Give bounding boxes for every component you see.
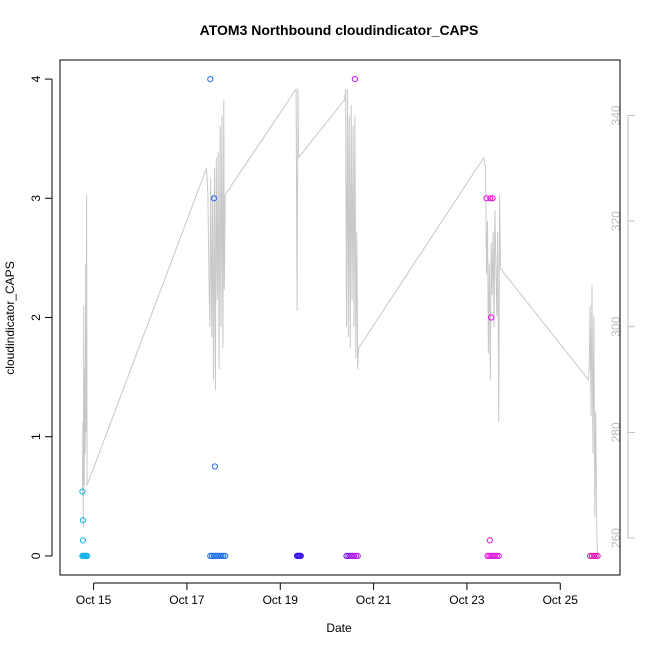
series-line — [81, 87, 599, 560]
data-point — [218, 552, 225, 560]
x-axis-label: Date — [326, 621, 352, 635]
data-point — [493, 552, 500, 560]
data-point — [489, 195, 496, 202]
data-point — [350, 552, 358, 560]
data-point — [79, 488, 86, 495]
data-point — [487, 195, 494, 202]
x-tick-label: Oct 17 — [169, 593, 205, 607]
y-axis: 0 1 2 3 4 — [29, 75, 53, 559]
data-point — [491, 552, 498, 560]
data-point — [590, 552, 598, 560]
x-tick-label: Oct 15 — [76, 593, 112, 607]
data-point — [594, 552, 601, 560]
data-point — [84, 552, 91, 560]
y-tick-label: 2 — [29, 314, 43, 321]
x-tick-label: Oct 25 — [543, 593, 579, 607]
data-point — [79, 517, 87, 524]
data-point — [210, 195, 218, 202]
data-point — [211, 463, 218, 470]
data-point — [220, 552, 227, 560]
data-point — [486, 537, 493, 544]
right-y-tick-label: 280 — [609, 422, 623, 442]
data-point — [592, 552, 599, 560]
plot-frame — [59, 59, 621, 576]
data-point — [351, 76, 358, 83]
right-y-tick-label: 260 — [609, 528, 623, 548]
x-tick-label: Oct 23 — [449, 593, 485, 607]
data-points-group — [79, 76, 601, 560]
y-tick-label: 4 — [29, 75, 43, 82]
right-y-tick-label: 340 — [609, 105, 623, 125]
x-tick-label: Oct 21 — [356, 593, 392, 607]
right-y-tick-label: 320 — [609, 211, 623, 231]
series-line-group — [81, 87, 599, 560]
data-point — [222, 552, 229, 560]
data-point — [488, 314, 495, 321]
y-tick-label: 1 — [29, 433, 43, 440]
chart-title: ATOM3 Northbound cloudindicator_CAPS — [200, 22, 479, 38]
y-axis-label: cloudindicator_CAPS — [3, 261, 17, 374]
y-tick-label: 0 — [29, 552, 43, 559]
data-point — [297, 552, 304, 560]
data-point — [79, 537, 87, 544]
data-point — [207, 76, 214, 83]
y-tick-label: 3 — [29, 195, 43, 202]
data-point — [483, 195, 490, 202]
right-y-tick-label: 300 — [609, 316, 623, 336]
data-point — [352, 552, 359, 560]
x-axis: Oct 15 Oct 17 Oct 19 Oct 21 Oct 23 Oct 25 — [76, 582, 579, 607]
x-tick-label: Oct 19 — [263, 593, 299, 607]
data-point — [495, 552, 502, 560]
data-point — [354, 552, 361, 560]
